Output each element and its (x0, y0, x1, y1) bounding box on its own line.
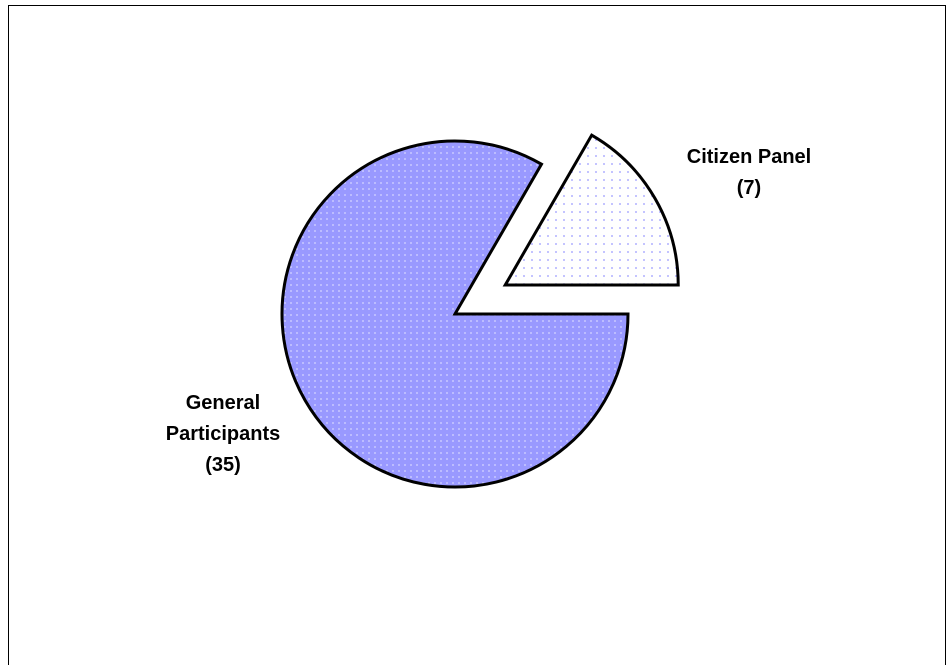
label-general-participants: General Participants (35) (166, 392, 280, 476)
label-citizen-panel-line: (7) (737, 177, 761, 199)
label-citizen-panel-line: Citizen Panel (687, 146, 811, 168)
label-general-participants-line: General (186, 392, 260, 414)
label-general-participants-line: Participants (166, 423, 280, 445)
slice-general-participants (280, 139, 630, 489)
slice-citizen-panel (502, 133, 680, 287)
label-citizen-panel: Citizen Panel (7) (687, 146, 811, 199)
label-general-participants-line: (35) (205, 454, 241, 476)
